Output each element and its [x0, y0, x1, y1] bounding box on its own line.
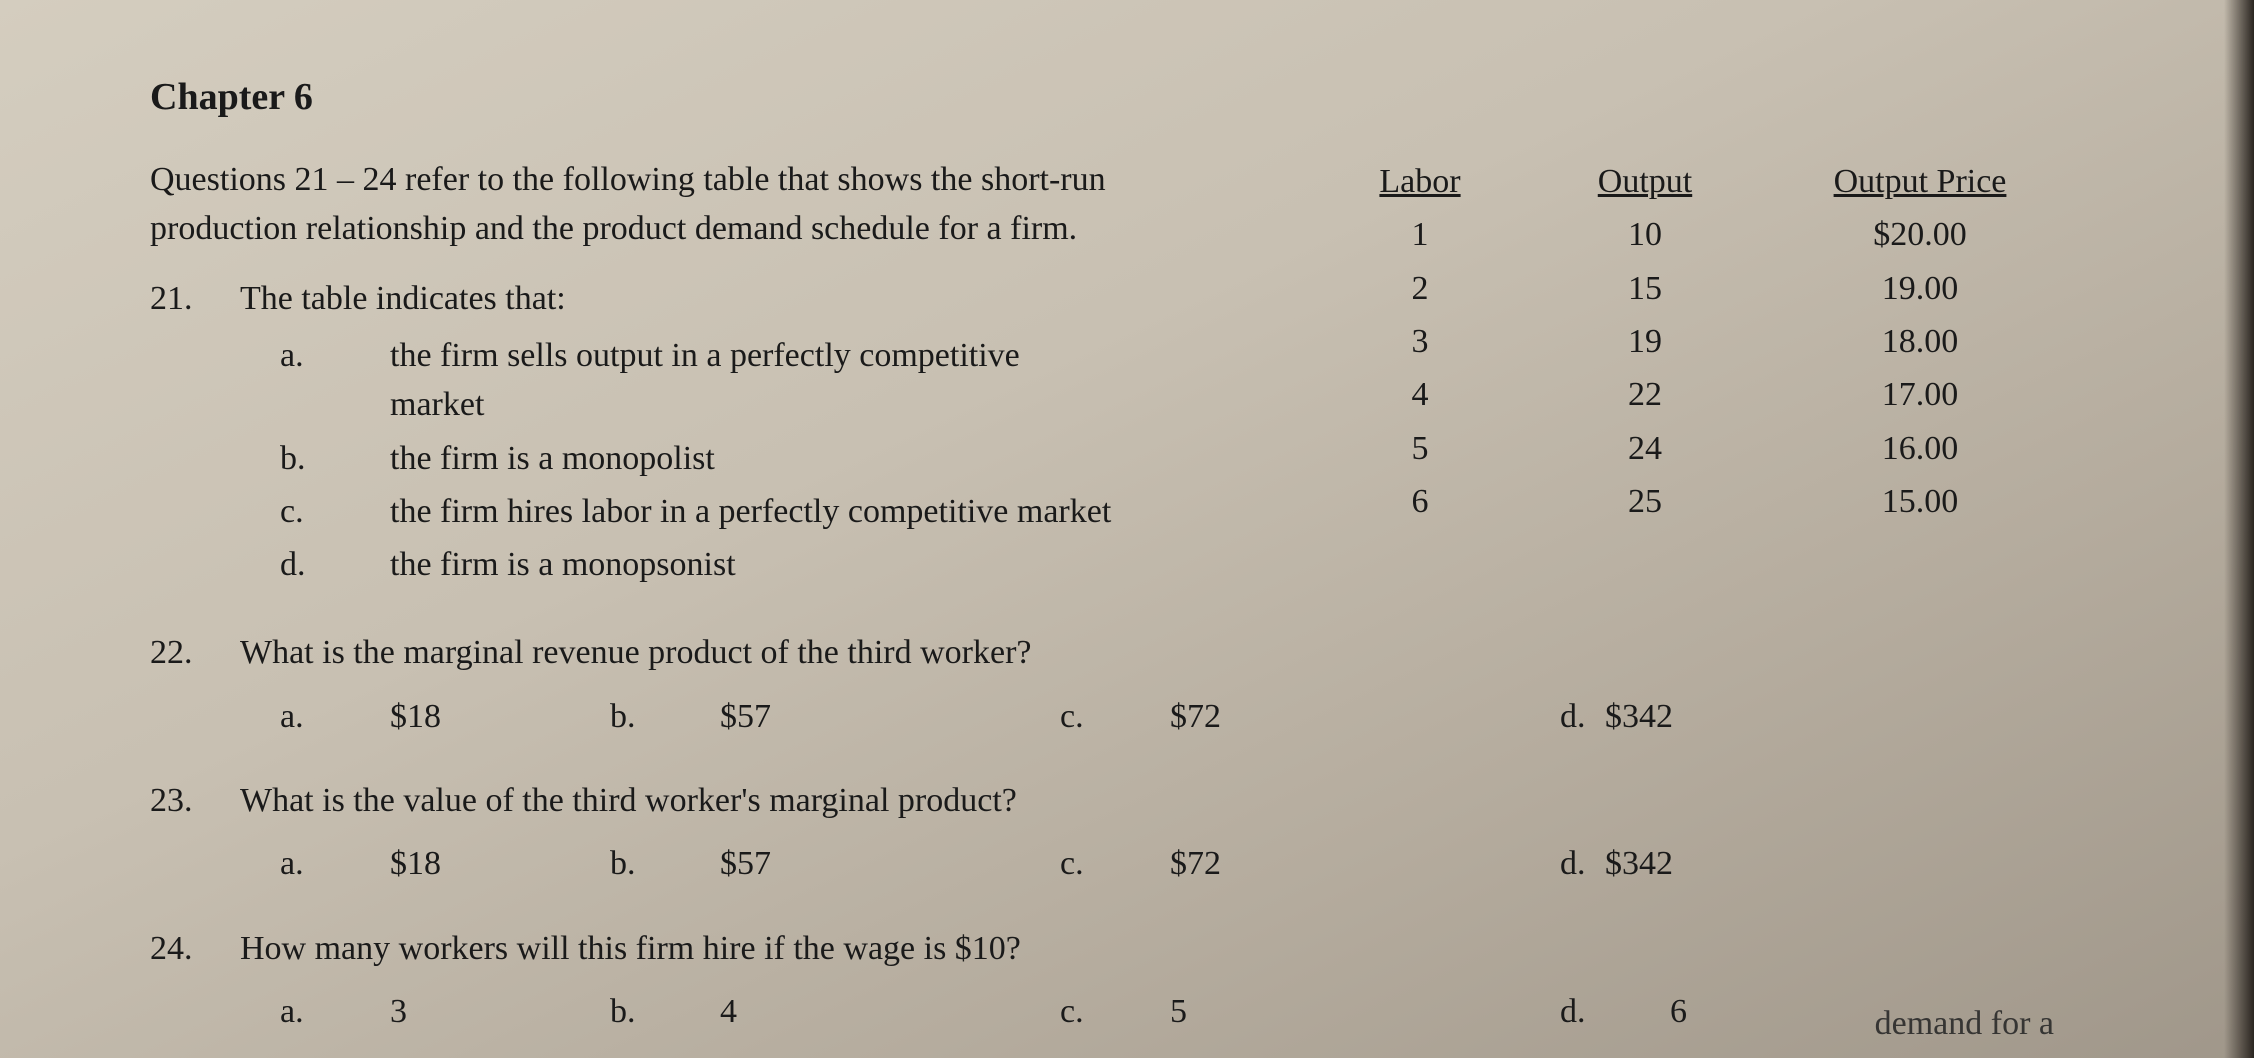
- option-letter: c.: [280, 487, 390, 536]
- option-text: the firm is a monopsonist: [390, 540, 736, 589]
- worksheet-page: Chapter 6 Questions 21 – 24 refer to the…: [0, 0, 2254, 1058]
- option-b: b. 4: [610, 987, 1060, 1036]
- cell-labor: 2: [1320, 262, 1520, 315]
- option-text: 5: [1170, 987, 1187, 1036]
- question-text: What is the value of the third worker's …: [240, 776, 1017, 825]
- cell-output: 25: [1520, 475, 1770, 528]
- question-body: What is the value of the third worker's …: [240, 776, 2154, 889]
- option-letter: b.: [610, 692, 720, 741]
- option-c: c. 5: [1060, 987, 1560, 1036]
- option-letter: b.: [280, 434, 390, 483]
- cell-output: 24: [1520, 422, 1770, 475]
- option-letter: c.: [1060, 839, 1170, 888]
- question-body: What is the marginal revenue product of …: [240, 628, 2154, 741]
- option-letter: d.: [1560, 839, 1605, 888]
- option-letter: a.: [280, 692, 390, 741]
- cell-price: 17.00: [1770, 368, 2070, 421]
- option-text: $72: [1170, 692, 1221, 741]
- question-body: How many workers will this firm hire if …: [240, 924, 2154, 1037]
- question-number: 21.: [150, 274, 240, 323]
- table-row: 2 15 19.00: [1320, 262, 2120, 315]
- table-row: 3 19 18.00: [1320, 315, 2120, 368]
- table-row: 5 24 16.00: [1320, 422, 2120, 475]
- option-text: $342: [1605, 839, 1673, 888]
- option-letter: c.: [1060, 987, 1170, 1036]
- option-c: c. $72: [1060, 839, 1560, 888]
- header-output-price: Output Price: [1770, 155, 2070, 208]
- option-d: d. the firm is a monopsonist: [280, 540, 2154, 589]
- cell-price: 18.00: [1770, 315, 2070, 368]
- option-text: $18: [390, 839, 441, 888]
- chapter-heading: Chapter 6: [150, 70, 2154, 125]
- option-letter: d.: [1560, 987, 1670, 1036]
- option-d: d. $342: [1560, 839, 1860, 888]
- question-number: 24.: [150, 924, 240, 973]
- option-d: d. $342: [1560, 692, 1860, 741]
- option-text: $342: [1605, 692, 1673, 741]
- content-wrapper: Questions 21 – 24 refer to the following…: [150, 155, 2154, 1036]
- cell-price: $20.00: [1770, 208, 2070, 261]
- option-a: a. $18: [240, 692, 610, 741]
- option-a: a. $18: [240, 839, 610, 888]
- question-22: 22. What is the marginal revenue product…: [150, 628, 2154, 741]
- table-row: 4 22 17.00: [1320, 368, 2120, 421]
- header-labor: Labor: [1320, 155, 1520, 208]
- cell-labor: 5: [1320, 422, 1520, 475]
- option-letter: a.: [280, 331, 390, 430]
- question-number: 22.: [150, 628, 240, 677]
- cell-output: 19: [1520, 315, 1770, 368]
- question-23: 23. What is the value of the third worke…: [150, 776, 2154, 889]
- option-text: $18: [390, 692, 441, 741]
- cell-price: 16.00: [1770, 422, 2070, 475]
- option-d: d. 6: [1560, 987, 1860, 1036]
- question-text: What is the marginal revenue product of …: [240, 628, 1031, 677]
- option-text: $72: [1170, 839, 1221, 888]
- question-text: How many workers will this firm hire if …: [240, 924, 1021, 973]
- cell-price: 19.00: [1770, 262, 2070, 315]
- option-text: 4: [720, 987, 737, 1036]
- option-letter: a.: [280, 839, 390, 888]
- inline-options: a. $18 b. $57 c. $72 d. $342: [240, 839, 2154, 888]
- inline-options: a. 3 b. 4 c. 5 d. 6: [240, 987, 2154, 1036]
- option-b: b. $57: [610, 692, 1060, 741]
- cell-labor: 6: [1320, 475, 1520, 528]
- option-letter: b.: [610, 987, 720, 1036]
- option-text: the firm is a monopolist: [390, 434, 715, 483]
- option-text: the firm sells output in a perfectly com…: [390, 331, 1110, 430]
- option-b: b. $57: [610, 839, 1060, 888]
- question-number: 23.: [150, 776, 240, 825]
- cell-labor: 4: [1320, 368, 1520, 421]
- option-text: 3: [390, 987, 407, 1036]
- option-a: a. 3: [240, 987, 610, 1036]
- option-text: 6: [1670, 987, 1687, 1036]
- header-output: Output: [1520, 155, 1770, 208]
- table-header-row: Labor Output Output Price: [1320, 155, 2120, 208]
- option-letter: d.: [1560, 692, 1605, 741]
- intro-text: Questions 21 – 24 refer to the following…: [150, 155, 1150, 254]
- table-row: 1 10 $20.00: [1320, 208, 2120, 261]
- table-row: 6 25 15.00: [1320, 475, 2120, 528]
- option-text: $57: [720, 839, 771, 888]
- cell-output: 10: [1520, 208, 1770, 261]
- option-letter: d.: [280, 540, 390, 589]
- option-c: c. $72: [1060, 692, 1560, 741]
- option-letter: b.: [610, 839, 720, 888]
- option-text: $57: [720, 692, 771, 741]
- question-24: 24. How many workers will this firm hire…: [150, 924, 2154, 1037]
- production-table: Labor Output Output Price 1 10 $20.00 2 …: [1320, 155, 2120, 528]
- option-text: the firm hires labor in a perfectly comp…: [390, 487, 1111, 536]
- cell-price: 15.00: [1770, 475, 2070, 528]
- cell-output: 15: [1520, 262, 1770, 315]
- cutoff-text: demand for a: [1875, 999, 2054, 1048]
- inline-options: a. $18 b. $57 c. $72 d. $342: [240, 692, 2154, 741]
- cell-labor: 1: [1320, 208, 1520, 261]
- option-letter: a.: [280, 987, 390, 1036]
- cell-output: 22: [1520, 368, 1770, 421]
- option-letter: c.: [1060, 692, 1170, 741]
- cell-labor: 3: [1320, 315, 1520, 368]
